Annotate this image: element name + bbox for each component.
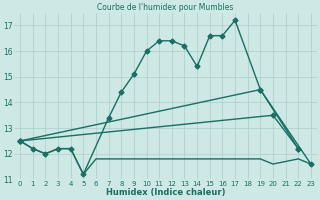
Title: Courbe de l'humidex pour Mumbles: Courbe de l'humidex pour Mumbles	[97, 3, 234, 12]
X-axis label: Humidex (Indice chaleur): Humidex (Indice chaleur)	[106, 188, 225, 197]
